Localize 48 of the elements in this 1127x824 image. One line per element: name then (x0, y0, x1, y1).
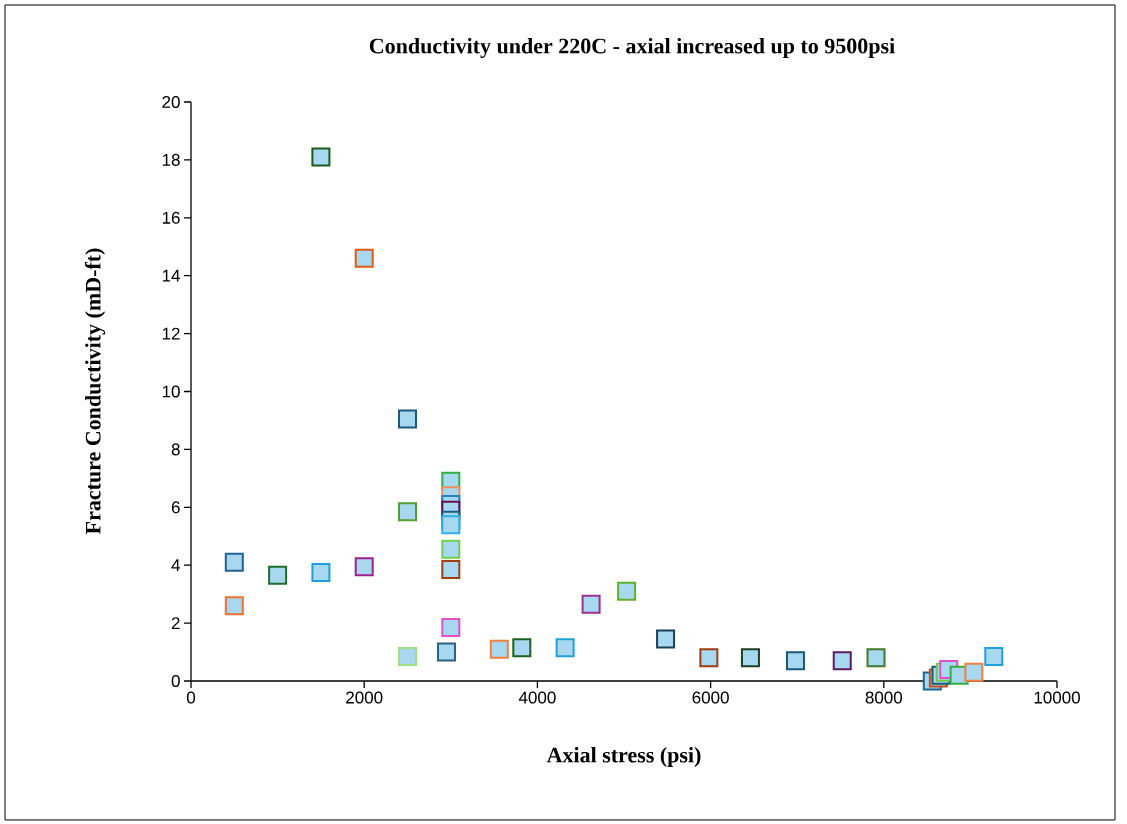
point (866, 648, 886, 668)
point (489, 639, 509, 659)
x-axis-title: Axial stress (psi) (546, 747, 701, 767)
point (555, 638, 575, 658)
y-tick-label: 14 (162, 269, 180, 282)
y-tick-label: 18 (162, 153, 180, 166)
point (699, 648, 719, 668)
y-tick-label: 6 (171, 501, 180, 514)
point (268, 565, 288, 585)
point (441, 515, 461, 535)
x-tick-label: 10000 (1034, 691, 1080, 704)
y-tick-label: 16 (162, 211, 180, 224)
point (740, 648, 760, 668)
point (441, 539, 461, 559)
x-tick-label: 8000 (865, 691, 903, 704)
point (354, 248, 374, 268)
point (224, 596, 244, 616)
point (224, 552, 244, 572)
y-tick-label: 10 (162, 385, 180, 398)
point (656, 629, 676, 649)
point (785, 651, 805, 671)
y-tick-label: 12 (162, 327, 180, 340)
point (441, 617, 461, 637)
point (311, 562, 331, 582)
chart-title: Conductivity under 220C - axial increased up to 9500psi (369, 37, 895, 58)
y-tick-label: 4 (171, 559, 180, 572)
point (311, 147, 331, 167)
x-tick-label: 4000 (518, 691, 556, 704)
point (964, 662, 984, 682)
point (398, 502, 418, 522)
point (398, 646, 418, 666)
point (512, 638, 532, 658)
x-tick-label: 2000 (346, 691, 383, 704)
y-tick-label: 0 (171, 674, 180, 688)
point (398, 409, 418, 429)
y-axis-title: Fracture Conductivity (mD-ft) (84, 248, 106, 534)
point (581, 594, 601, 614)
x-tick-label: 0 (186, 691, 196, 704)
point (436, 642, 456, 662)
y-tick-label: 20 (162, 95, 180, 109)
point (354, 557, 374, 577)
point (617, 581, 637, 601)
x-tick-label: 6000 (692, 691, 729, 704)
point (984, 646, 1004, 666)
point (441, 560, 461, 580)
point (832, 651, 852, 671)
y-tick-label: 8 (171, 443, 180, 456)
y-tick-label: 2 (171, 617, 180, 630)
